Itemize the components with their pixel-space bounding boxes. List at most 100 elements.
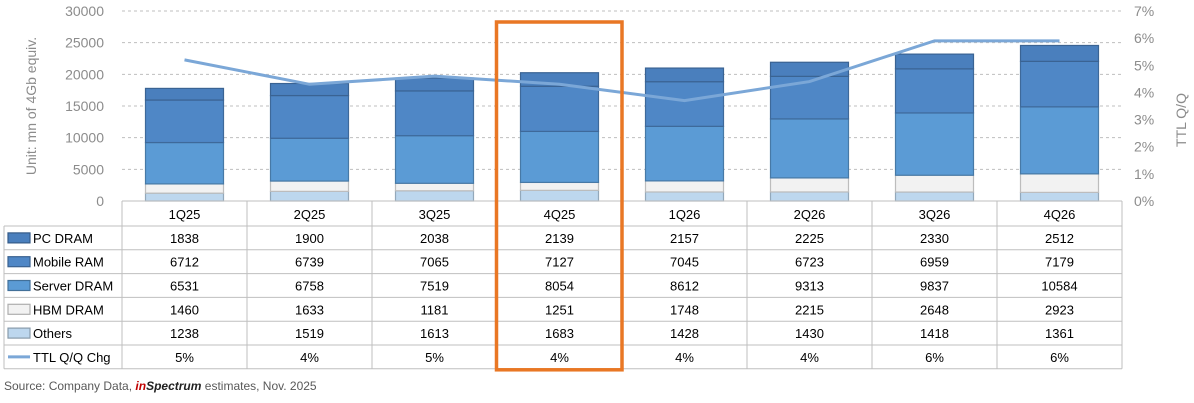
y-right-tick-label: 4% [1134, 84, 1154, 100]
table-cell-value: 2923 [1045, 302, 1074, 317]
table-cell-value: 1519 [295, 326, 324, 341]
table-cell-value: 8612 [670, 279, 699, 294]
bar-segment [519, 85, 600, 133]
bar-segment [394, 135, 475, 184]
table-cell-value: 2139 [545, 231, 574, 246]
bar-segment [1019, 173, 1100, 193]
bar-segment [644, 81, 725, 127]
table-cell-value: 1460 [170, 302, 199, 317]
bar-segment [269, 94, 350, 139]
table-cell-value: 2648 [920, 302, 949, 317]
table-cell-value: 1361 [1045, 326, 1074, 341]
table-cell-value: 1748 [670, 302, 699, 317]
table-cell-value: 2215 [795, 302, 824, 317]
category-label: 1Q26 [669, 207, 701, 222]
bar-segment [269, 190, 350, 202]
bar-segment [894, 53, 975, 70]
series-label: HBM DRAM [33, 302, 104, 317]
y-left-tick-label: 20000 [65, 66, 104, 82]
category-label: 4Q25 [544, 207, 576, 222]
table-cell-value: 6758 [295, 279, 324, 294]
y-right-tick-label: 5% [1134, 57, 1154, 73]
table-cell-value: 6723 [795, 255, 824, 270]
table-cell-value: 1900 [295, 231, 324, 246]
table-cell-value: 7179 [1045, 255, 1074, 270]
table-cell-value: 10584 [1041, 279, 1077, 294]
bar-segment [394, 190, 475, 202]
bar-segment [894, 68, 975, 114]
y-right-tick-label: 1% [1134, 166, 1154, 182]
table-cell-value: 9837 [920, 279, 949, 294]
table-cell-value: 2330 [920, 231, 949, 246]
brand-logo-spectrum: Spectrum [146, 379, 202, 393]
bar-segment [269, 137, 350, 182]
bar-segment [894, 174, 975, 193]
bar-segment [394, 182, 475, 192]
y-left-tick-label: 15000 [65, 98, 104, 114]
y-left-tick-label: 0 [96, 193, 104, 209]
category-label: 3Q25 [419, 207, 451, 222]
y-right-tick-label: 0% [1134, 193, 1154, 209]
y-left-tick-label: 25000 [65, 35, 104, 51]
brand-logo-in: in [135, 379, 147, 393]
bar-segment [519, 130, 600, 184]
series-label: Mobile RAM [33, 255, 104, 270]
category-label: 3Q26 [919, 207, 951, 222]
y-right-axis-title: TTL Q/Q [1173, 93, 1189, 147]
series-label: TTL Q/Q Chg [33, 350, 111, 365]
legend-key [7, 327, 31, 339]
bar-segment [644, 67, 725, 83]
bar-segment [394, 77, 475, 92]
bar-segment [1019, 44, 1100, 62]
table-cell-value: 1428 [670, 326, 699, 341]
source-note: Source: Company Data, inSpectrum estimat… [4, 379, 317, 393]
table-cell-value: 1181 [421, 302, 449, 317]
source-prefix: Source: Company Data, [4, 379, 136, 393]
table-cell-value: 1418 [920, 326, 949, 341]
table-cell-value: 2157 [670, 231, 699, 246]
bar-segment [1019, 191, 1100, 202]
bar-segment [519, 189, 600, 202]
bar-segment [644, 180, 725, 193]
bar-segment [769, 191, 850, 202]
table-cell-value: 6% [1050, 350, 1069, 365]
table-cell-value: 6712 [170, 255, 199, 270]
table-cell-value: 7065 [420, 255, 449, 270]
bar-segment [394, 90, 475, 137]
table-cell-value: 6531 [170, 279, 199, 294]
bar-segment [769, 75, 850, 120]
bar-segment [269, 180, 350, 192]
table-cell-value: 1238 [170, 326, 199, 341]
category-label: 2Q26 [794, 207, 826, 222]
table-cell-value: 4% [675, 350, 694, 365]
y-left-axis-title: Unit: mn of 4Gb equiv. [23, 37, 39, 175]
y-right-tick-label: 2% [1134, 139, 1154, 155]
table-cell-value: 9313 [795, 279, 824, 294]
bar-segment [144, 141, 225, 185]
y-left-tick-label: 30000 [65, 3, 104, 19]
y-left-tick-label: 10000 [65, 130, 104, 146]
table-cell-value: 4% [300, 350, 319, 365]
table-cell-value: 8054 [545, 279, 574, 294]
table-cell-value: 1683 [545, 326, 574, 341]
table-cell-value: 6959 [920, 255, 949, 270]
bar-segment [769, 177, 850, 193]
legend-key [7, 303, 31, 315]
legend-key [7, 279, 31, 292]
table-cell-value: 6739 [295, 255, 324, 270]
bar-segment [144, 87, 225, 101]
table-cell-value: 4% [800, 350, 819, 365]
table-cell-value: 1251 [545, 302, 574, 317]
table-cell-value: 7127 [545, 255, 574, 270]
table-cell-value: 1430 [795, 326, 824, 341]
bar-segment [894, 112, 975, 176]
table-cell-value: 1613 [420, 326, 449, 341]
series-label: Others [33, 326, 73, 341]
table-cell-value: 1633 [295, 302, 324, 317]
y-right-tick-label: 3% [1134, 112, 1154, 128]
legend-key [7, 232, 31, 244]
bar-segment [644, 125, 725, 182]
bar-segment [1019, 60, 1100, 108]
bar-segment [644, 191, 725, 202]
